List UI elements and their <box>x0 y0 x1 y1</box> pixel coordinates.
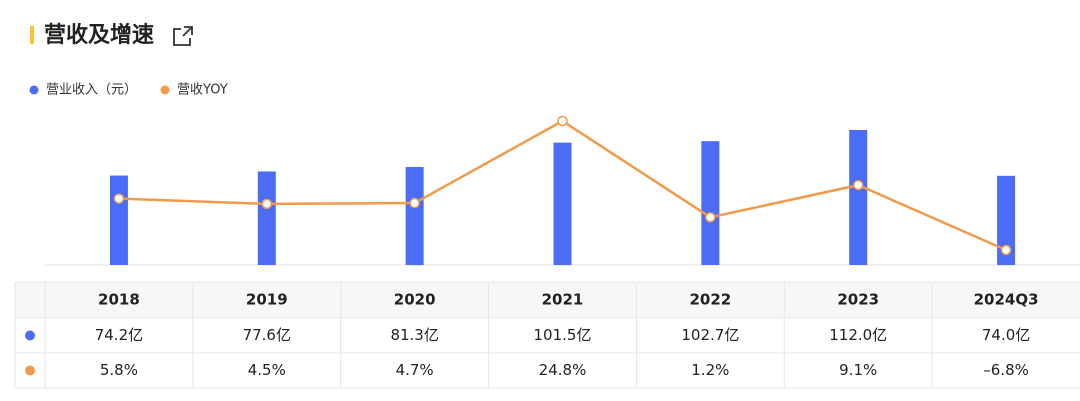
legend-marker <box>29 85 39 95</box>
bar <box>257 171 276 265</box>
row-marker <box>25 330 35 341</box>
value-label: 4.5% <box>248 361 286 379</box>
value-label: 74.2亿 <box>95 326 143 344</box>
line-point <box>261 198 273 210</box>
value-label: 24.8% <box>539 361 587 379</box>
legend-marker <box>160 85 170 95</box>
line-point <box>557 115 568 127</box>
value-label: 77.6亿 <box>243 326 291 344</box>
x-tick-label: 2021 <box>542 291 584 309</box>
value-label: 9.1% <box>839 361 877 379</box>
bar <box>701 141 720 265</box>
row-marker <box>25 365 35 376</box>
line-point <box>409 197 420 209</box>
external-link-icon[interactable] <box>173 26 193 46</box>
x-tick-label: 2018 <box>98 291 140 309</box>
bar <box>109 175 128 265</box>
bar <box>553 142 572 265</box>
x-tick-label: 2022 <box>689 291 731 309</box>
line-point <box>1000 244 1012 256</box>
legend-label: 营收YOY <box>177 83 228 98</box>
legend-label: 营业收入（元） <box>46 83 137 98</box>
value-label: 5.8% <box>100 361 138 379</box>
value-label: 74.0亿 <box>982 326 1030 344</box>
x-tick-label: 2024Q3 <box>974 291 1039 309</box>
x-tick-label: 2023 <box>837 291 879 309</box>
bar <box>849 130 868 265</box>
value-label: 102.7亿 <box>681 326 739 344</box>
value-label: 1.2% <box>691 361 729 379</box>
icon-box <box>173 28 191 46</box>
bar <box>405 167 424 265</box>
value-label: 112.0亿 <box>829 326 887 344</box>
icon-arrow <box>182 26 193 37</box>
value-label: –6.8% <box>983 361 1029 379</box>
title-accent <box>30 26 34 44</box>
chart-title: 营收及增速 <box>44 22 154 48</box>
x-tick-label: 2019 <box>246 291 288 309</box>
value-label: 101.5亿 <box>534 326 592 344</box>
line-point <box>705 212 716 223</box>
value-label: 4.7% <box>396 361 434 379</box>
line-point <box>852 179 864 191</box>
line-point <box>113 193 125 204</box>
x-tick-label: 2020 <box>394 291 436 309</box>
value-label: 81.3亿 <box>390 326 438 344</box>
data-table: 2018 2019 2020 2021 2022 2023 2024Q3 74.2亿 77.6亿… <box>14 281 1080 389</box>
bar <box>997 175 1016 265</box>
